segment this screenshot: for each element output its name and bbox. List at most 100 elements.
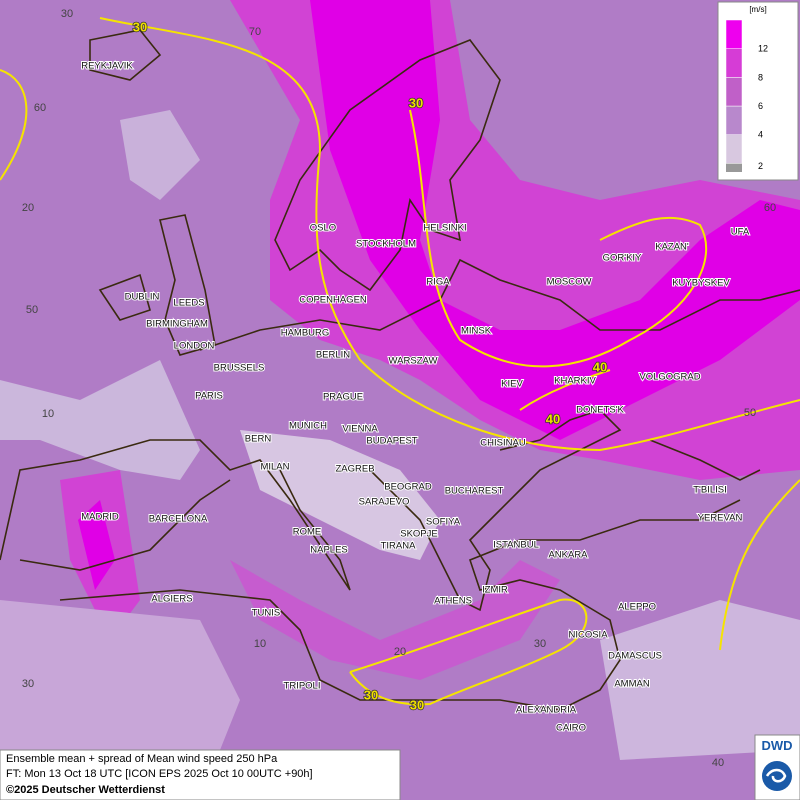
city-label: DONETS'K [576, 405, 624, 416]
grid-label: 60 [34, 102, 46, 114]
city-label: CHISINAU [480, 438, 526, 449]
legend-label: 6 [758, 101, 763, 111]
city-label: MOSCOW [547, 277, 592, 288]
city-label: MADRID [81, 512, 119, 523]
legend: [m/s] 2 4 6 8 12 [717, 1, 799, 181]
grid-label: 30 [22, 678, 34, 690]
contour-label: 30 [410, 697, 424, 712]
city-label: AMMAN [614, 679, 650, 690]
city-label: ALGIERS [151, 594, 192, 605]
contour-labels: 30 30 40 40 30 30 [132, 19, 608, 714]
legend-swatch [726, 163, 742, 172]
contour-label: 30 [409, 95, 423, 110]
city-label: ALEXANDRIA [516, 705, 577, 716]
city-label: BUCHAREST [445, 486, 504, 497]
city-label: T'BILISI [693, 485, 727, 496]
city-label: OSLO [310, 223, 336, 234]
grid-label: 70 [249, 26, 261, 38]
city-label: DAMASCUS [608, 651, 662, 662]
grid-label: 30 [61, 8, 73, 20]
contour-label: 30 [133, 19, 147, 34]
city-label: KAZAN' [655, 242, 689, 253]
grid-label: 50 [744, 407, 756, 419]
logo-icon [762, 761, 792, 791]
city-label: HAMBURG [281, 328, 330, 339]
city-label: SARAJEVO [359, 497, 410, 508]
city-label: KHARKIV [554, 376, 596, 387]
legend-label: 4 [758, 130, 763, 140]
legend-swatch [725, 19, 743, 49]
city-label: KUYBYSKEV [672, 278, 730, 289]
logo-swirl [765, 768, 787, 783]
city-label: UFA [731, 227, 750, 238]
legend-swatch [725, 134, 743, 164]
city-label: WARSZAW [389, 356, 438, 367]
city-label: MUNICH [289, 421, 327, 432]
logo: DWD [754, 734, 800, 800]
grid-label: 10 [254, 638, 266, 650]
city-label: ZAGREB [335, 464, 374, 475]
city-label: SOFIYA [426, 517, 461, 528]
city-label: PRAGUE [323, 392, 363, 403]
city-label: STOCKHOLM [356, 239, 416, 250]
city-label: COPENHAGEN [299, 295, 367, 306]
city-label: ATHENS [434, 596, 472, 607]
legend-swatch [725, 77, 743, 107]
legend-label: 2 [758, 161, 763, 171]
legend-unit: [m/s] [749, 5, 766, 14]
city-label: SKOPJE [400, 529, 438, 540]
legend-label: 8 [758, 72, 763, 82]
city-label: NAPLES [310, 545, 348, 556]
city-label: BERN [245, 434, 272, 445]
city-label: HELSINKI [423, 223, 466, 234]
legend-label: 12 [758, 44, 768, 54]
city-label: GOR'KIY [603, 253, 642, 264]
grid-label: 20 [22, 202, 34, 214]
city-label: ROME [293, 527, 322, 538]
city-label: IZMIR [482, 585, 508, 596]
city-label: KIEV [501, 379, 523, 390]
footer-line: FT: Mon 13 Oct 18 UTC [ICON EPS 2025 Oct… [6, 768, 313, 780]
grid-label: 40 [712, 757, 724, 769]
footer-box [0, 749, 401, 800]
grid-label: 10 [42, 408, 54, 420]
city-label: TIRANA [381, 541, 417, 552]
city-label: TUNIS [252, 608, 281, 619]
grid-labels: 30 70 60 20 50 10 60 50 40 30 20 10 30 [22, 8, 776, 769]
city-label: TRIPOLI [284, 681, 321, 692]
city-label: MILAN [260, 462, 289, 473]
city-label: BUDAPEST [366, 436, 417, 447]
grid-label: 60 [764, 202, 776, 214]
city-label: CAIRO [556, 723, 586, 734]
footer: Ensemble mean + spread of Mean wind spee… [0, 749, 401, 800]
city-label: BERLIN [316, 350, 350, 361]
city-label: PARIS [195, 391, 223, 402]
legend-swatch [725, 48, 743, 78]
logo-text: DWD [761, 738, 792, 753]
isotachs [0, 17, 800, 706]
city-label: ALEPPO [618, 602, 656, 613]
coastlines [0, 29, 800, 711]
city-label: ANKARA [548, 550, 588, 561]
contour-label: 40 [593, 359, 607, 374]
city-label: VIENNA [342, 424, 378, 435]
city-label: LONDON [174, 341, 215, 352]
legend-swatch [725, 105, 743, 135]
city-label: VOLGOGRAD [639, 372, 700, 383]
grid-label: 50 [26, 304, 38, 316]
footer-line: ©2025 Deutscher Wetterdienst [6, 784, 165, 796]
contour-label: 40 [546, 411, 560, 426]
city-labels: REYKJAVIK OSLO STOCKHOLM HELSINKI RIGA MOSCOW… [80, 60, 751, 735]
grid-label: 30 [534, 638, 546, 650]
grid-label: 20 [394, 646, 406, 658]
city-label: LEEDS [173, 298, 204, 309]
city-label: BEOGRAD [384, 482, 432, 493]
city-label: BARCELONA [149, 514, 208, 525]
city-label: BRUSSELS [214, 363, 265, 374]
city-label: REYKJAVIK [81, 61, 133, 72]
city-label: ISTANBUL [493, 540, 539, 551]
contour-label: 30 [364, 687, 378, 702]
city-label: DUBLIN [125, 292, 160, 303]
city-label: MINSK [461, 326, 492, 337]
